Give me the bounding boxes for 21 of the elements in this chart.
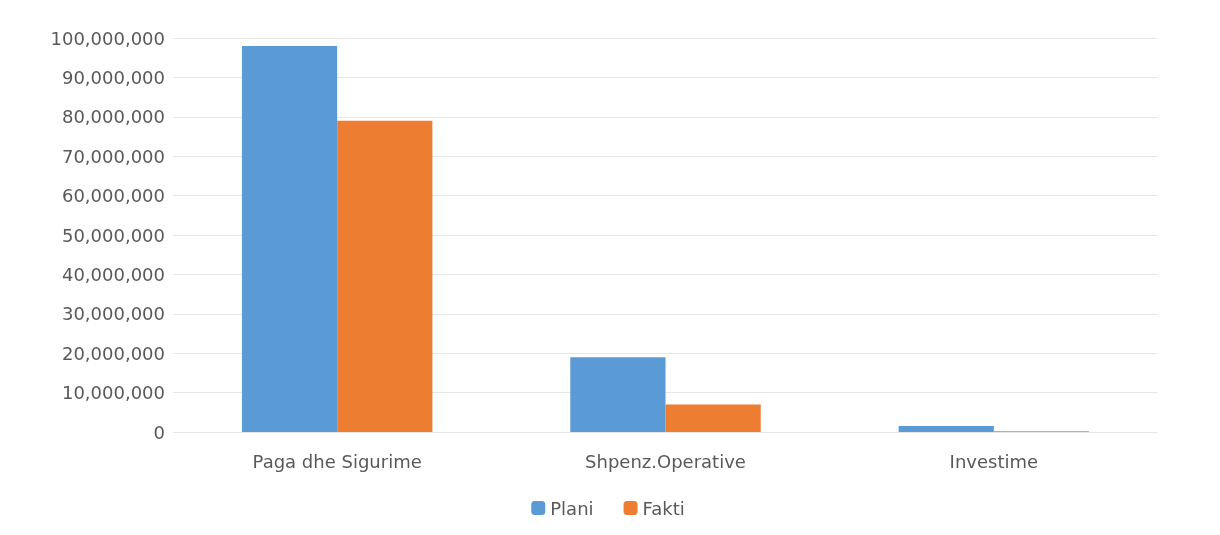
y-tick-label: 60,000,000 (61, 185, 165, 207)
bar (337, 120, 433, 432)
legend-label: Plani (550, 497, 594, 519)
bar (570, 357, 666, 432)
x-tick-label: Paga dhe Sigurime (252, 450, 422, 472)
y-tick-label: 90,000,000 (61, 66, 165, 88)
y-tick-label: 10,000,000 (61, 382, 165, 404)
y-tick-label: 40,000,000 (61, 263, 165, 285)
y-tick-label: 70,000,000 (61, 145, 165, 167)
bar (898, 426, 994, 432)
y-tick-label: 20,000,000 (61, 342, 165, 364)
bar (241, 45, 338, 432)
y-tick-label: 50,000,000 (61, 224, 165, 246)
legend-label: Fakti (642, 497, 685, 519)
y-tick-label: 30,000,000 (61, 303, 165, 325)
bar (665, 404, 761, 432)
x-tick-label: Shpenz.Operative (585, 450, 746, 472)
x-tick-label: Investime (949, 450, 1039, 472)
y-tick-label: 80,000,000 (61, 106, 165, 128)
y-tick-label: 100,000,000 (50, 27, 165, 49)
y-tick-label: 0 (153, 421, 165, 443)
